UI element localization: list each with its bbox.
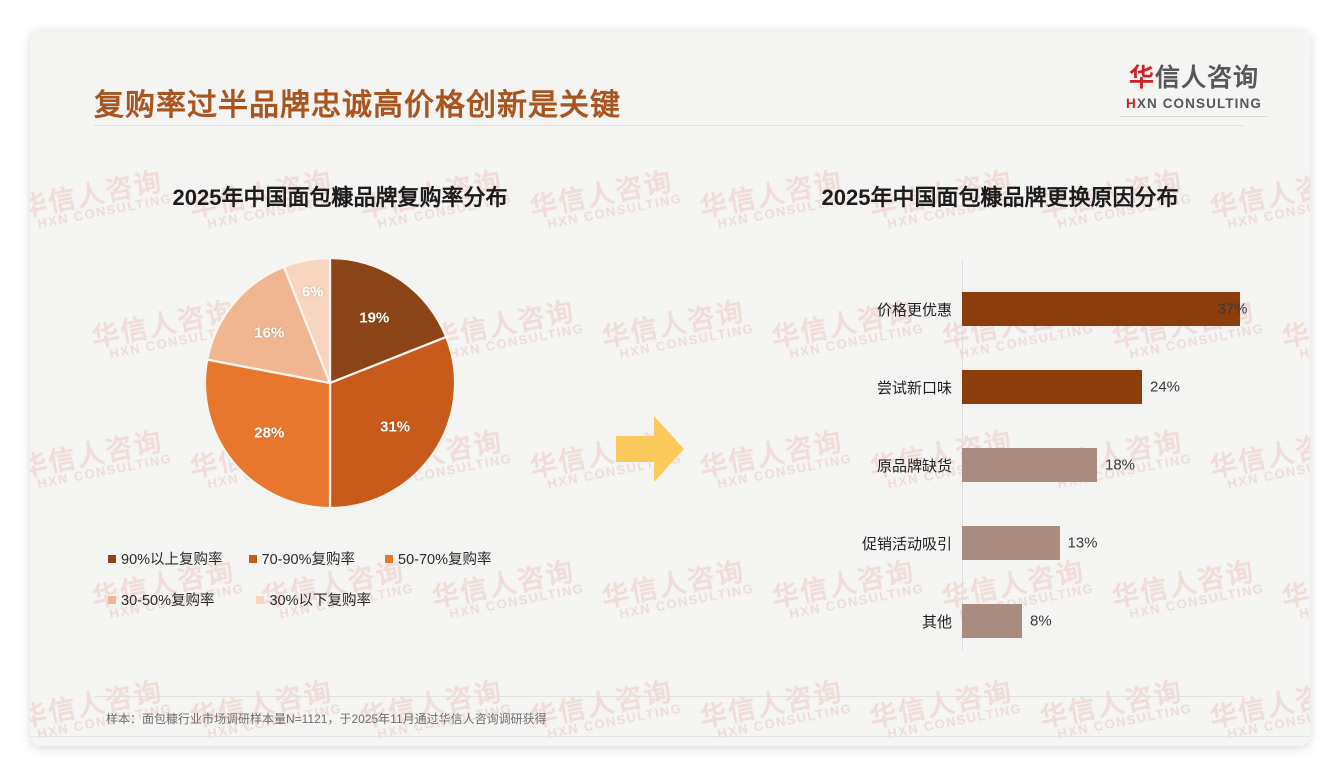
slide: 华信人咨询 HXN CONSULTING 华信人咨询 HXN CONSULTING 华信…: [30, 30, 1310, 746]
legend-swatch-icon: [248, 554, 257, 563]
watermark-chinese: 华信人咨询: [867, 676, 1016, 734]
pie-slice[interactable]: [282, 256, 332, 384]
watermark-chinese: 华信人咨询: [1207, 676, 1310, 734]
legend-label: 50-70%复购率: [398, 552, 492, 568]
legend-swatch-icon: [256, 595, 265, 604]
pie-legend: 90%以上复购率 70-90%复购率 50-70%复购率 30-50%复购率 30%以下…: [108, 548, 598, 630]
pie-chart-panel: 2025年中国面包糠品牌复购率分布 19% 31% 28% 16% 6% 90%以上复购…: [90, 180, 610, 680]
bar-category-label: 促销活动吸引: [861, 535, 952, 553]
bar-fill[interactable]: [962, 526, 1060, 560]
bar-value-label: 24%: [1150, 378, 1181, 396]
bar-chart-row: 其他 8%: [730, 604, 1275, 638]
legend-label: 30-50%复购率: [121, 593, 215, 609]
pie-slice-label: 16%: [254, 324, 285, 342]
pie-slice-label: 19%: [359, 309, 390, 327]
legend-swatch-icon: [108, 554, 116, 563]
bar-fill[interactable]: [962, 292, 1240, 326]
bar-category-label: 其他: [921, 613, 952, 631]
bar-value-label: 8%: [1030, 612, 1052, 630]
logo-underline: [1120, 116, 1268, 117]
bar-fill[interactable]: [962, 370, 1142, 404]
bar-category-label: 价格更优惠: [876, 301, 952, 319]
bar-fill[interactable]: [962, 448, 1097, 482]
bar-chart-row: 原品牌缺货 18%: [730, 448, 1275, 482]
bar-value-label: 18%: [1105, 456, 1136, 474]
bar-chart-row: 尝试新口味 24%: [730, 370, 1275, 404]
pie-slice[interactable]: [328, 335, 457, 510]
legend-label: 30%以下复购率: [269, 593, 372, 609]
bar-category-label: 尝试新口味: [876, 379, 952, 397]
legend-label: 70-90%复购率: [261, 552, 356, 568]
right-arrow-icon: [614, 412, 686, 491]
bar-track: 37%: [962, 292, 1275, 326]
bar-track: 8%: [962, 604, 1275, 638]
bar-track: 13%: [962, 526, 1275, 560]
watermark-english: HXN CONSULTING: [1298, 321, 1310, 362]
pie-slice-label: 31%: [380, 418, 411, 436]
legend-swatch-icon: [108, 595, 116, 604]
logo-accent-char: 华: [1128, 64, 1155, 92]
header-divider: [94, 125, 1244, 126]
bar-chart-row: 价格更优惠 37%: [730, 292, 1275, 326]
pie-slice-label: 28%: [254, 424, 285, 442]
bar-fill[interactable]: [962, 604, 1022, 638]
watermark-chinese: 华信人咨询: [1037, 676, 1186, 734]
legend-label: 90%以上复购率: [121, 552, 223, 568]
note-divider: [94, 696, 1244, 697]
pie-svg: [203, 256, 457, 510]
bar-track: 18%: [962, 448, 1275, 482]
bar-chart-row: 促销活动吸引 13%: [730, 526, 1275, 560]
logo-rest-chars: 信人咨询: [1155, 64, 1260, 92]
slide-header: 复购率过半品牌忠诚高价格创新是关键 华信人咨询 HXN CONSULTING: [30, 30, 1310, 126]
pie-slice-label: 6%: [301, 283, 324, 301]
logo-en-accent: H: [1126, 96, 1137, 111]
sample-note: 样本：面包糠行业市场调研样本量N=1121，于2025年11月通过华信人咨询调研…: [106, 712, 547, 726]
pie-slice[interactable]: [328, 256, 448, 385]
bar-chart-title: 2025年中国面包糠品牌更换原因分布: [821, 185, 1179, 210]
bar-value-label: 13%: [1067, 534, 1098, 552]
legend-row: 90%以上复购率 70-90%复购率 50-70%复购率: [108, 548, 598, 569]
company-logo: 华信人咨询 HXN CONSULTING: [1120, 58, 1268, 117]
watermark-chinese: 华信人咨询: [527, 676, 676, 734]
legend-item[interactable]: 90%以上复购率: [108, 548, 223, 569]
pie-chart: 19% 31% 28% 16% 6%: [203, 256, 457, 510]
legend-item[interactable]: 30%以下复购率: [256, 589, 371, 610]
watermark-english: HXN CONSULTING: [1298, 581, 1310, 622]
legend-item[interactable]: 50-70%复购率: [385, 548, 492, 569]
logo-en-rest: XN CONSULTING: [1136, 96, 1262, 111]
footer-divider: [30, 736, 1310, 737]
legend-swatch-icon: [385, 554, 394, 563]
watermark-chinese: 华信人咨询: [697, 676, 846, 734]
bar-chart-plot: 价格更优惠 37% 尝试新口味 24% 原品牌缺货 18% 促销活动吸引 13% 其他 8%: [730, 260, 1275, 650]
bar-category-label: 原品牌缺货: [876, 457, 952, 475]
bar-track: 24%: [962, 370, 1275, 404]
legend-item[interactable]: 70-90%复购率: [248, 548, 356, 569]
logo-english: HXN CONSULTING: [1120, 96, 1268, 111]
pie-chart-title: 2025年中国面包糠品牌复购率分布: [172, 185, 508, 210]
legend-item[interactable]: 30-50%复购率: [108, 589, 214, 610]
bar-value-label: 37%: [1217, 300, 1248, 318]
legend-row: 30-50%复购率 30%以下复购率: [108, 589, 598, 610]
bar-chart-panel: 2025年中国面包糠品牌更换原因分布 价格更优惠 37% 尝试新口味 24% 原品牌缺货…: [730, 180, 1290, 680]
logo-chinese: 华信人咨询: [1120, 58, 1268, 94]
page-title: 复购率过半品牌忠诚高价格创新是关键: [94, 89, 621, 122]
pie-slice[interactable]: [203, 358, 332, 510]
pie-slice[interactable]: [205, 265, 332, 385]
